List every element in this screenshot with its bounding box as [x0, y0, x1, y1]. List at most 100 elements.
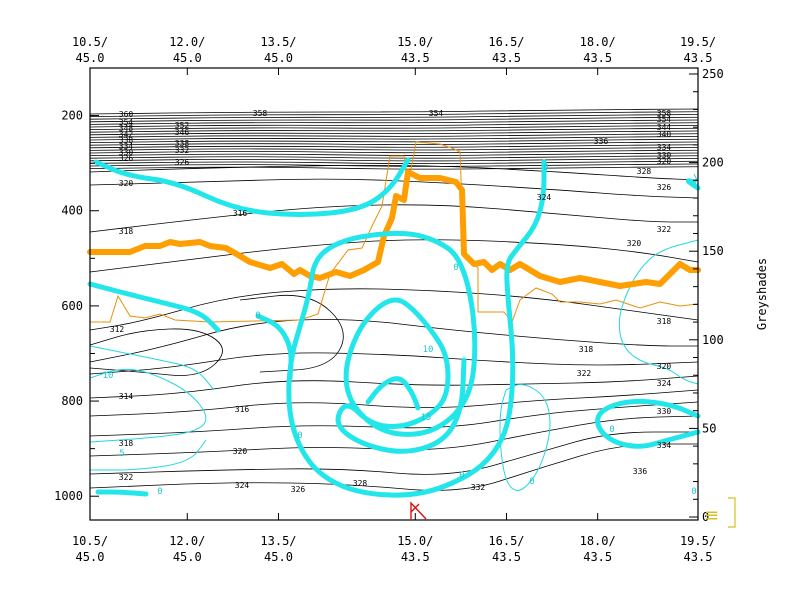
axes: 10.5/45.0 10.5/45.0 12.0/45.0 12.0/45.0 13.5…	[54, 35, 769, 564]
thin-cyan-left-c	[89, 345, 215, 391]
isentrope-lines	[89, 108, 699, 491]
isentrope-label: 330	[657, 151, 672, 160]
menu-icon[interactable]: ≡	[704, 505, 719, 526]
isentrope-label: 346	[175, 128, 190, 137]
isentrope-upper	[89, 136, 699, 141]
isentrope-label: 316	[235, 405, 250, 414]
isentrope-label: 338	[119, 136, 134, 145]
isentrope	[89, 401, 699, 437]
cyan-contour-label: 0	[459, 471, 464, 481]
top-tick-lat: 45.0	[173, 51, 202, 65]
isentrope-trough	[239, 294, 344, 373]
bottom-tick-lat: 45.0	[76, 550, 105, 564]
left-tick-label: 1000	[54, 489, 83, 503]
thick-orange-trace	[87, 169, 701, 289]
left-tick-label: 600	[61, 299, 83, 313]
isentrope-label: 340	[657, 130, 672, 139]
right-tick-label: 150	[702, 244, 724, 258]
bottom-tick-lat: 45.0	[173, 550, 202, 564]
right-tick-label: 0	[702, 510, 709, 524]
isentrope-label: 358	[253, 109, 268, 118]
cyan-contour-label: 0	[157, 487, 162, 497]
cyan-contour-label: 0	[297, 431, 302, 441]
cyan-contour-label: 0	[453, 263, 458, 273]
isentrope-label: 354	[429, 109, 444, 118]
isentrope-upper	[89, 114, 699, 120]
contour-labels: 3603543483423383343303263523463383323263…	[110, 109, 672, 494]
isentrope-label: 332	[175, 146, 190, 155]
cyan-contour-label: 5	[119, 449, 124, 459]
bottom-tick-lon: 19.5/	[680, 534, 716, 548]
top-tick-lon: 15.0/	[397, 35, 433, 49]
cyan-contour-label: 0	[609, 425, 614, 435]
bottom-tick-lon: 16.5/	[488, 534, 524, 548]
isentrope-label: 330	[119, 148, 134, 157]
left-tick-label: 200	[61, 109, 83, 123]
isentrope-upper	[89, 152, 699, 156]
isentrope-label: 336	[594, 137, 609, 146]
plot-frame	[89, 67, 699, 521]
isentrope-label: 316	[233, 209, 248, 218]
isentrope-upper	[89, 144, 699, 149]
isentrope-label: 352	[175, 121, 190, 130]
right-tick-label: 100	[702, 333, 724, 347]
isentrope-label: 334	[657, 441, 672, 450]
legend-glyph[interactable]: ≡	[704, 497, 736, 528]
isentrope-label: 318	[119, 227, 134, 236]
isentrope-upper	[89, 125, 699, 130]
isentrope-label: 322	[657, 225, 672, 234]
isentrope-label: 318	[579, 345, 594, 354]
top-tick-lon: 13.5/	[260, 35, 296, 49]
isentrope	[89, 375, 699, 399]
isentrope-label: 322	[577, 369, 592, 378]
isentrope-upper	[89, 116, 699, 123]
isentrope	[89, 319, 698, 363]
isentrope	[89, 431, 698, 475]
bottom-tick-lon: 15.0/	[397, 534, 433, 548]
thin-cyan-contours	[89, 173, 699, 491]
isentrope-label: 312	[110, 325, 125, 334]
isentrope-upper	[89, 111, 699, 117]
isentrope-label: 314	[119, 392, 134, 401]
top-tick-lon: 16.5/	[488, 35, 524, 49]
isentrope-upper	[89, 155, 699, 159]
isentrope-label: 326	[291, 485, 306, 494]
isentrope-upper	[89, 122, 699, 128]
isentrope-upper	[89, 130, 699, 136]
bottom-tick-lon: 12.0/	[169, 534, 205, 548]
isentrope-label: 320	[233, 447, 248, 456]
bracket-icon	[728, 497, 736, 528]
left-tick-label: 400	[61, 204, 83, 218]
top-tick-lat: 43.5	[684, 51, 713, 65]
bottom-tick-lat: 43.5	[401, 550, 430, 564]
isentrope-label: 330	[657, 407, 672, 416]
bottom-tick-lon: 13.5/	[260, 534, 296, 548]
isentrope-upper	[89, 138, 699, 143]
thick-cyan-upper	[93, 157, 411, 217]
bottom-tick-lat: 45.0	[264, 550, 293, 564]
isentrope-upper	[89, 108, 699, 115]
cyan-contour-label: 10	[423, 345, 434, 355]
isentrope-label: 324	[657, 379, 672, 388]
isentrope-upper	[89, 147, 699, 151]
thick-cyan-bottom-left	[95, 489, 149, 497]
isentrope	[89, 164, 699, 181]
thick-cyan-plume	[286, 159, 547, 498]
isentrope-label: 338	[175, 139, 190, 148]
isentrope-label: 320	[627, 239, 642, 248]
top-tick-lat: 43.5	[492, 51, 521, 65]
isentrope-label: 360	[119, 110, 134, 119]
isentrope	[89, 352, 699, 375]
isentrope	[89, 389, 699, 417]
top-tick-lon: 10.5/	[72, 35, 108, 49]
isentrope-label: 324	[235, 481, 250, 490]
thick-cyan-right	[595, 398, 701, 449]
right-tick-label: 250	[702, 67, 724, 81]
thick-cyan-right-top	[685, 178, 701, 191]
cyan-contour-label: 0	[543, 163, 548, 173]
thick-cyan-core	[365, 376, 421, 411]
cyan-contour-labels: 0 10 0 0 0 0 15 10 5 0 0 0 0	[103, 163, 697, 497]
top-tick-lon: 18.0/	[580, 35, 616, 49]
bottom-tick-lon: 10.5/	[72, 534, 108, 548]
thick-orange-line	[87, 169, 701, 289]
